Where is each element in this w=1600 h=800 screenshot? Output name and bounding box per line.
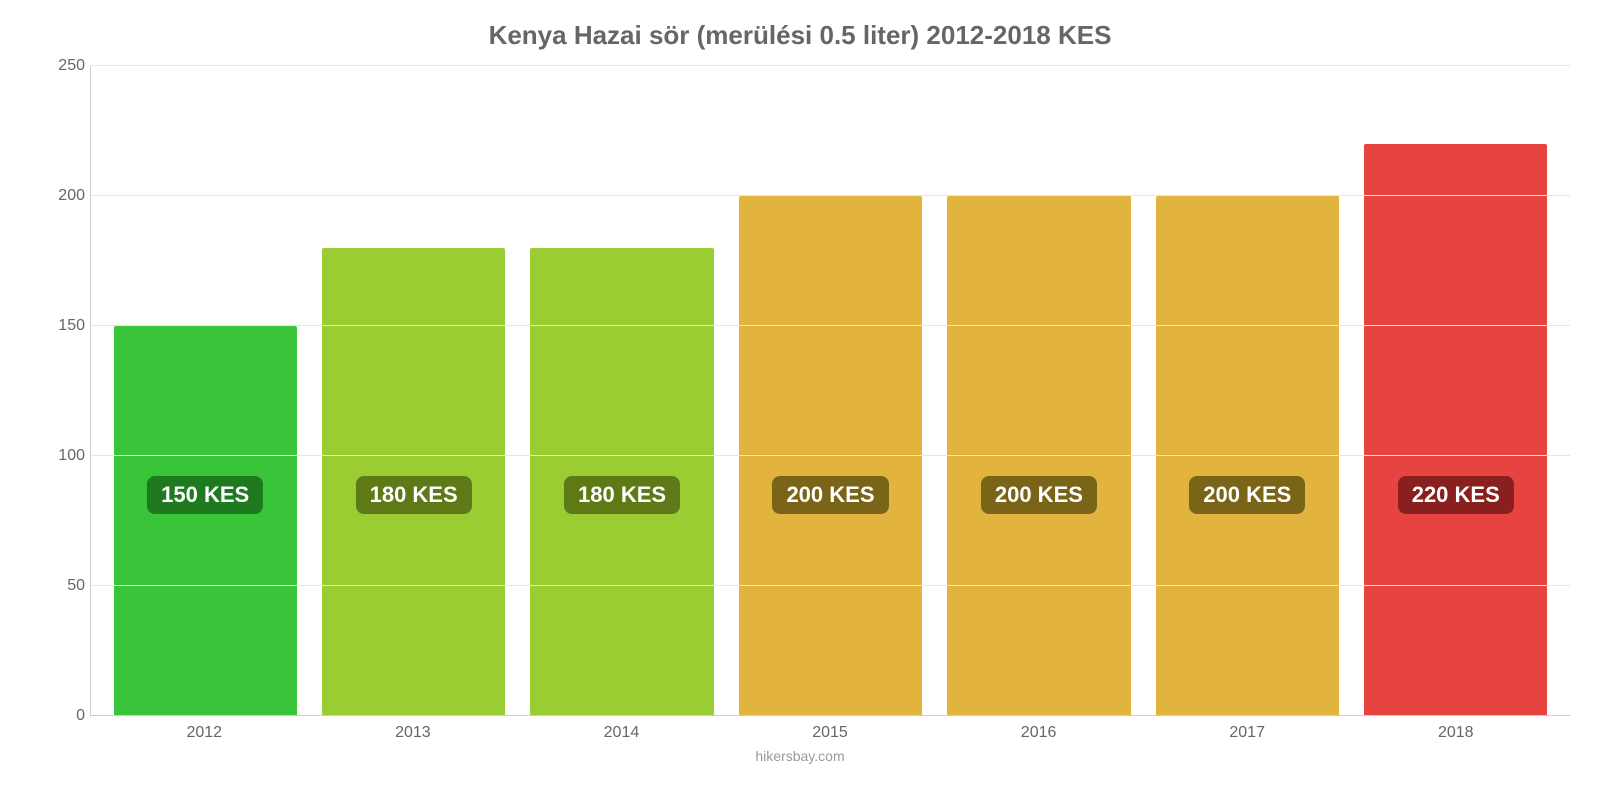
bar: 200 KES bbox=[1156, 196, 1339, 716]
grid-line bbox=[91, 325, 1570, 326]
y-tick-label: 150 bbox=[40, 317, 85, 335]
bar: 200 KES bbox=[947, 196, 1130, 716]
bar: 200 KES bbox=[739, 196, 922, 716]
bar-slot: 220 KES bbox=[1352, 66, 1560, 716]
grid-line bbox=[91, 195, 1570, 196]
chart-title: Kenya Hazai sör (merülési 0.5 liter) 201… bbox=[30, 20, 1570, 51]
chart-container: Kenya Hazai sör (merülési 0.5 liter) 201… bbox=[0, 0, 1600, 800]
grid-line bbox=[91, 455, 1570, 456]
y-axis: 050100150200250 bbox=[40, 66, 85, 716]
bar-value-label: 200 KES bbox=[1189, 476, 1305, 514]
bar: 180 KES bbox=[530, 248, 713, 716]
bar: 150 KES bbox=[114, 326, 297, 716]
grid-line bbox=[91, 65, 1570, 66]
bar-value-label: 200 KES bbox=[981, 476, 1097, 514]
bar-value-label: 200 KES bbox=[772, 476, 888, 514]
bar: 220 KES bbox=[1364, 144, 1547, 716]
y-tick-label: 200 bbox=[40, 187, 85, 205]
bar-value-label: 220 KES bbox=[1398, 476, 1514, 514]
x-tick-label: 2015 bbox=[726, 724, 935, 742]
bar-value-label: 180 KES bbox=[564, 476, 680, 514]
y-tick-label: 250 bbox=[40, 57, 85, 75]
plot-area: 050100150200250 150 KES180 KES180 KES200… bbox=[90, 66, 1570, 716]
grid-area: 150 KES 180 KES 180 KES 200 KES 200 KES 200 K… bbox=[90, 66, 1570, 716]
x-tick-label: 2013 bbox=[309, 724, 518, 742]
bar-slot: 200 KES bbox=[935, 66, 1143, 716]
grid-line bbox=[91, 585, 1570, 586]
bar-slot: 200 KES bbox=[726, 66, 934, 716]
bar-slot: 200 KES bbox=[1143, 66, 1351, 716]
x-axis: 2012201320142015201620172018 bbox=[90, 724, 1570, 742]
x-tick-label: 2017 bbox=[1143, 724, 1352, 742]
y-tick-label: 100 bbox=[40, 447, 85, 465]
bar-value-label: 150 KES bbox=[147, 476, 263, 514]
bar-slot: 180 KES bbox=[518, 66, 726, 716]
bar: 180 KES bbox=[322, 248, 505, 716]
grid-line bbox=[91, 715, 1570, 716]
bar-slot: 150 KES bbox=[101, 66, 309, 716]
bars-container: 150 KES 180 KES 180 KES 200 KES 200 KES 200 K… bbox=[91, 66, 1570, 716]
credit-text: hikersbay.com bbox=[30, 748, 1570, 764]
y-tick-label: 0 bbox=[40, 707, 85, 725]
x-tick-label: 2018 bbox=[1351, 724, 1560, 742]
bar-slot: 180 KES bbox=[309, 66, 517, 716]
x-tick-label: 2014 bbox=[517, 724, 726, 742]
x-tick-label: 2012 bbox=[100, 724, 309, 742]
bar-value-label: 180 KES bbox=[356, 476, 472, 514]
y-tick-label: 50 bbox=[40, 577, 85, 595]
x-tick-label: 2016 bbox=[934, 724, 1143, 742]
